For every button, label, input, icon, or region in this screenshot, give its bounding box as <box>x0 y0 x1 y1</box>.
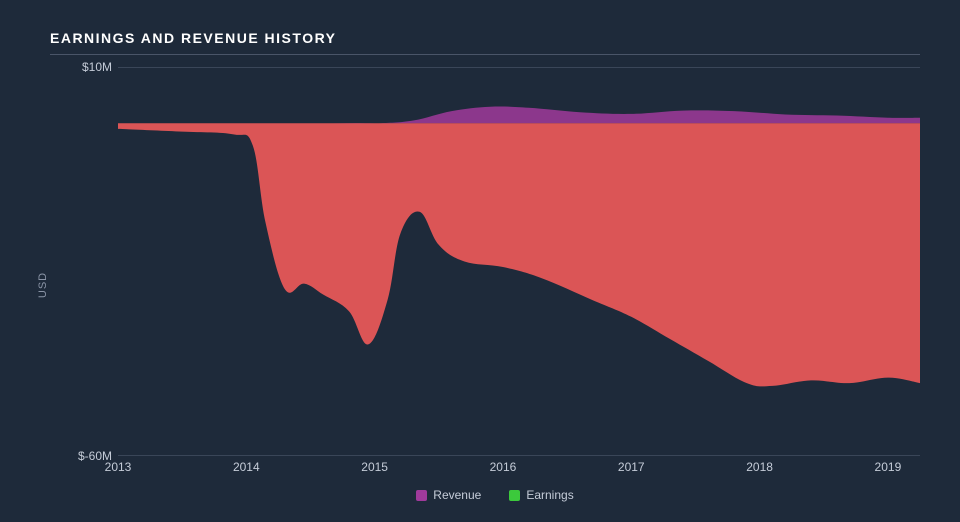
x-tick-label: 2015 <box>361 460 388 474</box>
plot-area <box>118 67 920 456</box>
x-tick-label: 2014 <box>233 460 260 474</box>
legend-swatch <box>509 490 520 501</box>
legend-swatch <box>416 490 427 501</box>
chart-container: EARNINGS AND REVENUE HISTORY USD $10M$-6… <box>0 0 960 522</box>
series-area-revenue <box>118 106 920 123</box>
x-tick-label: 2013 <box>105 460 132 474</box>
x-tick-label: 2019 <box>875 460 902 474</box>
plot-row: $10M$-60M <box>70 67 920 456</box>
title-rule <box>50 54 920 55</box>
x-tick-label: 2017 <box>618 460 645 474</box>
x-tick-label: 2016 <box>490 460 517 474</box>
legend-item-revenue: Revenue <box>416 488 481 502</box>
legend-label: Earnings <box>526 488 573 502</box>
legend-label: Revenue <box>433 488 481 502</box>
chart-title: EARNINGS AND REVENUE HISTORY <box>50 30 920 46</box>
chart-svg <box>118 68 920 455</box>
x-tick-label: 2018 <box>746 460 773 474</box>
plot-column: $10M$-60M 2013 2014 2015 2016 2017 2018 2019 R… <box>70 67 920 502</box>
y-axis-title: USD <box>37 271 49 297</box>
chart-wrap: USD $10M$-60M 2013 2014 2015 2016 2017 2018 20… <box>40 67 920 502</box>
y-axis-ticks: $10M$-60M <box>70 67 118 456</box>
series-area-earnings <box>118 123 920 386</box>
legend-item-earnings: Earnings <box>509 488 573 502</box>
y-tick-label: $10M <box>82 60 112 74</box>
x-axis-ticks: 2013201420152016201720182019 <box>118 456 920 478</box>
legend: Revenue Earnings <box>70 488 920 502</box>
